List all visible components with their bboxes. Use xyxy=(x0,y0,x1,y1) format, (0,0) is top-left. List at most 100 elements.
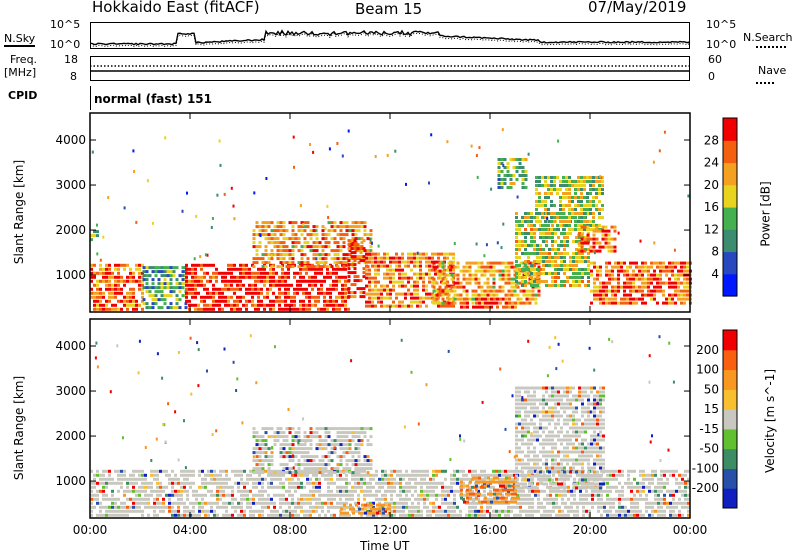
data-cell xyxy=(96,469,99,473)
data-cell xyxy=(303,467,307,471)
data-cell xyxy=(321,439,325,443)
data-cell xyxy=(456,481,459,485)
data-cell xyxy=(315,225,319,229)
data-cell xyxy=(212,299,215,303)
data-cell xyxy=(581,252,584,255)
data-cell xyxy=(380,288,383,292)
data-cell xyxy=(315,477,318,481)
data-cell xyxy=(560,240,563,243)
data-cell xyxy=(309,443,313,447)
data-cell xyxy=(363,497,366,501)
data-cell xyxy=(296,271,299,275)
data-cell xyxy=(129,477,132,481)
data-cell xyxy=(570,509,573,513)
data-cell xyxy=(399,505,402,509)
data-cell xyxy=(326,267,329,271)
data-cell xyxy=(468,513,471,517)
data-cell xyxy=(453,513,456,517)
data-cell xyxy=(519,513,522,517)
data-cell xyxy=(453,493,456,497)
data-cell xyxy=(185,283,188,287)
data-cell xyxy=(138,267,141,271)
data-cell xyxy=(538,180,541,183)
data-cell xyxy=(279,473,282,477)
data-cell xyxy=(157,306,161,310)
data-cell xyxy=(311,279,314,283)
data-cell xyxy=(354,463,358,467)
data-cell xyxy=(627,509,630,513)
data-cell xyxy=(200,295,203,299)
data-cell xyxy=(293,287,296,291)
data-cell xyxy=(591,469,594,473)
data-cell xyxy=(554,264,557,267)
data-cell xyxy=(251,295,254,299)
data-cell xyxy=(511,301,514,305)
data-cell xyxy=(422,280,425,284)
data-cell xyxy=(339,469,342,473)
data-cell xyxy=(309,509,312,513)
data-cell xyxy=(586,225,590,229)
data-cell xyxy=(369,485,372,489)
data-cell xyxy=(285,501,288,505)
data-cell xyxy=(642,497,645,501)
data-cell xyxy=(324,467,328,471)
data-cell xyxy=(669,513,672,517)
data-cell xyxy=(264,249,268,253)
data-cell xyxy=(395,296,398,300)
data-cell xyxy=(589,204,592,207)
scatter-point xyxy=(309,143,311,146)
data-cell xyxy=(552,509,555,513)
data-cell xyxy=(344,279,347,283)
scatter-point xyxy=(146,179,149,183)
data-cell xyxy=(534,469,537,473)
data-cell xyxy=(589,228,592,231)
data-cell xyxy=(186,497,189,501)
data-cell xyxy=(339,489,342,493)
data-cell xyxy=(535,200,538,203)
data-cell xyxy=(207,469,210,473)
data-cell xyxy=(583,180,586,183)
data-cell xyxy=(163,266,167,270)
data-cell xyxy=(297,459,301,463)
data-cell xyxy=(195,513,198,517)
data-cell xyxy=(291,485,294,489)
data-cell xyxy=(141,497,144,501)
data-cell xyxy=(411,501,414,505)
data-cell xyxy=(267,455,271,459)
data-cell xyxy=(499,301,502,305)
data-cell xyxy=(671,285,674,289)
data-cell xyxy=(261,489,264,493)
data-cell xyxy=(351,485,354,489)
data-cell xyxy=(357,497,360,501)
data-cell xyxy=(108,267,111,271)
data-cell xyxy=(294,451,298,455)
data-cell xyxy=(636,481,639,485)
data-cell xyxy=(315,233,319,237)
data-cell xyxy=(600,493,603,497)
data-cell xyxy=(300,443,304,447)
data-cell xyxy=(145,278,149,282)
data-cell xyxy=(363,427,367,431)
data-cell xyxy=(399,473,402,477)
data-cell xyxy=(300,439,304,443)
data-cell xyxy=(503,166,507,169)
data-cell xyxy=(416,256,419,260)
data-cell xyxy=(288,509,291,513)
data-cell xyxy=(233,279,236,283)
data-cell xyxy=(299,299,302,303)
data-cell xyxy=(635,273,638,277)
data-cell xyxy=(668,265,671,269)
data-cell xyxy=(323,275,326,279)
data-cell xyxy=(312,233,316,237)
data-cell xyxy=(141,299,144,303)
data-cell xyxy=(303,497,306,501)
data-cell xyxy=(578,260,581,263)
data-cell xyxy=(270,257,274,261)
data-cell xyxy=(678,489,681,493)
data-cell xyxy=(315,431,319,435)
data-cell xyxy=(383,260,386,264)
data-cell xyxy=(308,267,311,271)
data-cell xyxy=(641,297,644,301)
data-cell xyxy=(656,285,659,289)
data-cell xyxy=(531,497,534,501)
